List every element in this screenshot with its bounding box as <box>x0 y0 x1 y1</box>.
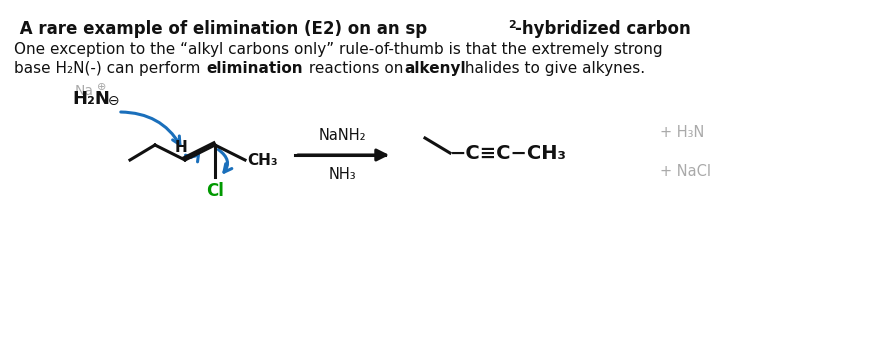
Text: ⊖: ⊖ <box>108 94 120 108</box>
Text: CH₃: CH₃ <box>247 153 278 167</box>
Text: + H₃N: + H₃N <box>660 125 704 140</box>
Text: ⊕: ⊕ <box>97 82 107 92</box>
Text: −C≡C−CH₃: −C≡C−CH₃ <box>450 144 567 162</box>
FancyArrowPatch shape <box>218 149 232 172</box>
Text: reactions on: reactions on <box>304 61 408 76</box>
Text: + NaCl: + NaCl <box>660 164 711 179</box>
Text: Cl: Cl <box>206 182 224 200</box>
FancyArrowPatch shape <box>121 112 180 145</box>
Text: NH₃: NH₃ <box>329 167 356 182</box>
Text: One exception to the “alkyl carbons only” rule-of-thumb is that the extremely st: One exception to the “alkyl carbons only… <box>14 42 662 57</box>
Text: alkenyl: alkenyl <box>404 61 466 76</box>
Text: H₂N: H₂N <box>72 90 110 108</box>
Text: elimination: elimination <box>206 61 302 76</box>
Text: -hybridized carbon: -hybridized carbon <box>515 20 690 38</box>
Text: base H₂N(-) can perform: base H₂N(-) can perform <box>14 61 205 76</box>
Text: A rare example of elimination (E2) on an sp: A rare example of elimination (E2) on an… <box>14 20 427 38</box>
Text: Na: Na <box>75 84 94 98</box>
Text: NaNH₂: NaNH₂ <box>318 128 366 143</box>
Text: H: H <box>175 140 187 155</box>
FancyArrowPatch shape <box>185 153 198 162</box>
Text: 2: 2 <box>508 20 516 30</box>
Text: halides to give alkynes.: halides to give alkynes. <box>460 61 645 76</box>
